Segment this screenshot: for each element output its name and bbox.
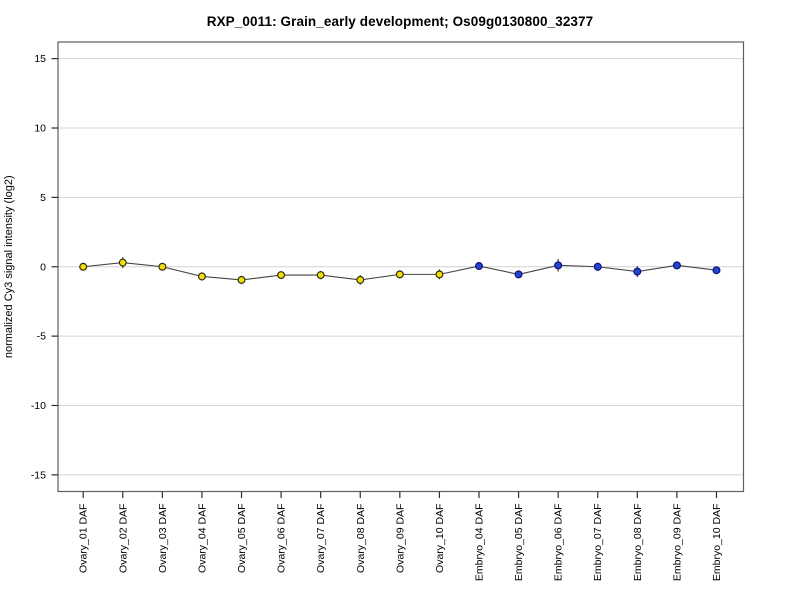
x-tick-label: Ovary_02 DAF (117, 504, 129, 573)
data-point-marker (118, 258, 127, 267)
y-tick-label: -5 (37, 331, 46, 343)
data-point-marker (712, 266, 721, 275)
data-point-marker (672, 261, 681, 270)
data-point-marker (475, 262, 484, 271)
x-tick-label: Embryo_05 DAF (513, 504, 525, 582)
y-tick-label: 0 (40, 261, 46, 273)
x-tick-label: Ovary_10 DAF (434, 504, 446, 573)
data-point-marker (197, 272, 206, 281)
x-tick-label: Embryo_08 DAF (632, 504, 644, 582)
x-tick-label: Ovary_03 DAF (157, 504, 169, 573)
y-tick-label: -10 (31, 400, 46, 412)
y-tick-label: 5 (40, 192, 46, 204)
y-tick-label: 15 (34, 53, 46, 65)
x-tick-label: Ovary_07 DAF (315, 504, 327, 573)
data-point-marker (316, 271, 325, 280)
x-tick-label: Embryo_09 DAF (671, 504, 683, 582)
chart-title: RXP_0011: Grain_early development; Os09g… (206, 14, 594, 29)
x-tick-label: Ovary_06 DAF (276, 504, 288, 573)
data-point-marker (554, 261, 563, 270)
x-tick-label: Embryo_10 DAF (711, 504, 723, 582)
x-tick-label: Ovary_04 DAF (196, 504, 208, 573)
data-point-marker (633, 267, 642, 276)
x-tick-label: Embryo_04 DAF (474, 504, 486, 582)
x-tick-label: Embryo_06 DAF (553, 504, 565, 582)
x-tick-label: Ovary_05 DAF (236, 504, 248, 573)
y-tick-label: -15 (31, 469, 46, 481)
data-point-marker (79, 262, 88, 271)
data-point-marker (593, 262, 602, 271)
x-tick-label: Ovary_09 DAF (394, 504, 406, 573)
y-tick-label: 10 (34, 123, 46, 135)
y-axis-title: normalized Cy3 signal intensity (log2) (3, 175, 15, 358)
data-point-marker (395, 270, 404, 279)
data-point-marker (514, 270, 523, 279)
data-point-marker (158, 262, 167, 271)
x-tick-label: Ovary_08 DAF (355, 504, 367, 573)
x-tick-label: Ovary_01 DAF (78, 504, 90, 573)
x-tick-label: Embryo_07 DAF (592, 504, 604, 582)
data-point-marker (435, 270, 444, 279)
data-point-marker (237, 275, 246, 284)
data-point-marker (277, 271, 286, 280)
data-point-marker (356, 275, 365, 284)
